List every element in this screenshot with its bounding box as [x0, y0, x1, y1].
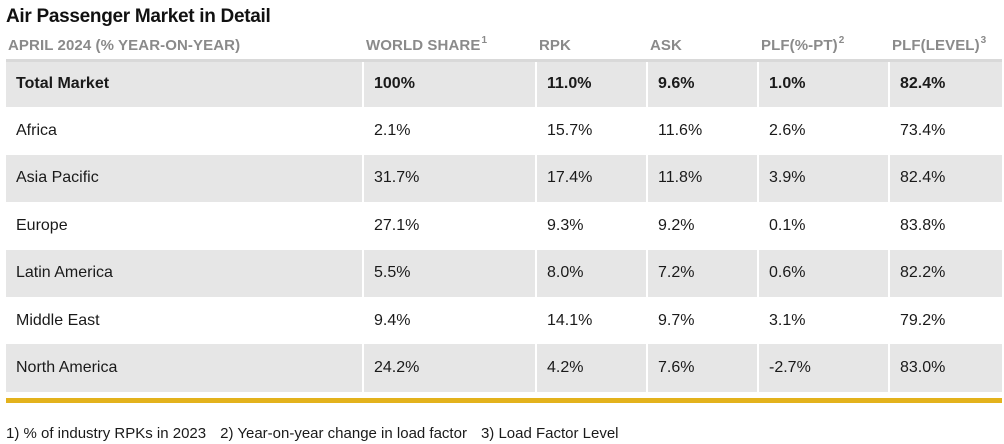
- cell-ask: 11.6%: [646, 107, 757, 155]
- cell-plf-pt: 3.1%: [757, 296, 888, 345]
- footnotes: 1) % of industry RPKs in 2023 2) Year-on…: [6, 425, 619, 442]
- cell-region: Europe: [6, 202, 362, 250]
- cell-plf-level: 79.2%: [888, 296, 1002, 345]
- cell-ask: 7.6%: [646, 344, 757, 392]
- cell-ask: 9.7%: [646, 296, 757, 345]
- cell-plf-level: 83.0%: [888, 344, 1002, 392]
- cell-rpk: 11.0%: [535, 60, 646, 108]
- cell-plf-pt: 0.1%: [757, 202, 888, 250]
- cell-region: Asia Pacific: [6, 154, 362, 203]
- header-rpk: RPK: [535, 30, 646, 60]
- cell-region: Middle East: [6, 296, 362, 345]
- cell-plf-pt: 0.6%: [757, 249, 888, 297]
- header-world-share-label: WORLD SHARE: [366, 36, 481, 54]
- cell-world-share: 31.7%: [362, 154, 535, 203]
- table-row-total-market: Total Market 100% 11.0% 9.6% 1.0% 82.4%: [6, 60, 1002, 108]
- header-divider: [6, 59, 1002, 62]
- cell-plf-level: 83.8%: [888, 202, 1002, 250]
- header-ask-label: ASK: [650, 36, 682, 54]
- footnote-2: 2) Year-on-year change in load factor: [220, 425, 467, 442]
- cell-world-share: 100%: [362, 60, 535, 108]
- table-row-latin-america: Latin America 5.5% 8.0% 7.2% 0.6% 82.2%: [6, 249, 1002, 297]
- header-plf-level: PLF(LEVEL) 3: [888, 30, 1002, 60]
- cell-rpk: 4.2%: [535, 344, 646, 392]
- table-row-asia-pacific: Asia Pacific 31.7% 17.4% 11.8% 3.9% 82.4…: [6, 154, 1002, 203]
- header-rpk-label: RPK: [539, 36, 571, 54]
- cell-plf-level: 82.4%: [888, 60, 1002, 108]
- cell-rpk: 8.0%: [535, 249, 646, 297]
- footnote-3: 3) Load Factor Level: [480, 425, 619, 442]
- cell-world-share: 5.5%: [362, 249, 535, 297]
- cell-plf-pt: 1.0%: [757, 60, 888, 108]
- table-title: Air Passenger Market in Detail: [6, 6, 271, 27]
- footnote-1: 1) % of industry RPKs in 2023: [6, 425, 207, 442]
- cell-world-share: 2.1%: [362, 107, 535, 155]
- header-plf-pt-footnote-marker: 2: [838, 34, 845, 46]
- header-world-share-footnote-marker: 1: [481, 34, 488, 46]
- cell-world-share: 9.4%: [362, 296, 535, 345]
- header-ask: ASK: [646, 30, 757, 60]
- cell-region: North America: [6, 344, 362, 392]
- cell-rpk: 15.7%: [535, 107, 646, 155]
- cell-rpk: 17.4%: [535, 154, 646, 203]
- cell-region: Africa: [6, 107, 362, 155]
- header-plf-level-label: PLF(LEVEL): [892, 36, 980, 54]
- table-row-middle-east: Middle East 9.4% 14.1% 9.7% 3.1% 79.2%: [6, 296, 1002, 345]
- cell-plf-pt: -2.7%: [757, 344, 888, 392]
- cell-ask: 7.2%: [646, 249, 757, 297]
- header-plf-level-footnote-marker: 3: [980, 34, 987, 46]
- table-row-europe: Europe 27.1% 9.3% 9.2% 0.1% 83.8%: [6, 202, 1002, 250]
- cell-ask: 9.2%: [646, 202, 757, 250]
- table-header-row: APRIL 2024 (% YEAR-ON-YEAR) WORLD SHARE 1…: [6, 30, 1002, 60]
- cell-rpk: 9.3%: [535, 202, 646, 250]
- cell-world-share: 24.2%: [362, 344, 535, 392]
- cell-region: Total Market: [6, 60, 362, 108]
- cell-plf-level: 82.2%: [888, 249, 1002, 297]
- cell-rpk: 14.1%: [535, 296, 646, 345]
- header-world-share: WORLD SHARE 1: [362, 30, 535, 60]
- cell-region: Latin America: [6, 249, 362, 297]
- cell-plf-pt: 2.6%: [757, 107, 888, 155]
- table-row-africa: Africa 2.1% 15.7% 11.6% 2.6% 73.4%: [6, 107, 1002, 155]
- cell-plf-pt: 3.9%: [757, 154, 888, 203]
- cell-world-share: 27.1%: [362, 202, 535, 250]
- cell-plf-level: 73.4%: [888, 107, 1002, 155]
- cell-ask: 9.6%: [646, 60, 757, 108]
- header-region: APRIL 2024 (% YEAR-ON-YEAR): [6, 30, 362, 60]
- header-plf-pt-label: PLF(%-PT): [761, 36, 838, 54]
- header-region-label: APRIL 2024 (% YEAR-ON-YEAR): [8, 36, 241, 54]
- cell-ask: 11.8%: [646, 154, 757, 203]
- table-bottom-rule: [6, 398, 1002, 403]
- passenger-market-table: APRIL 2024 (% YEAR-ON-YEAR) WORLD SHARE 1…: [6, 30, 1002, 392]
- header-plf-pt: PLF(%-PT) 2: [757, 30, 888, 60]
- table-row-north-america: North America 24.2% 4.2% 7.6% -2.7% 83.0…: [6, 344, 1002, 392]
- cell-plf-level: 82.4%: [888, 154, 1002, 203]
